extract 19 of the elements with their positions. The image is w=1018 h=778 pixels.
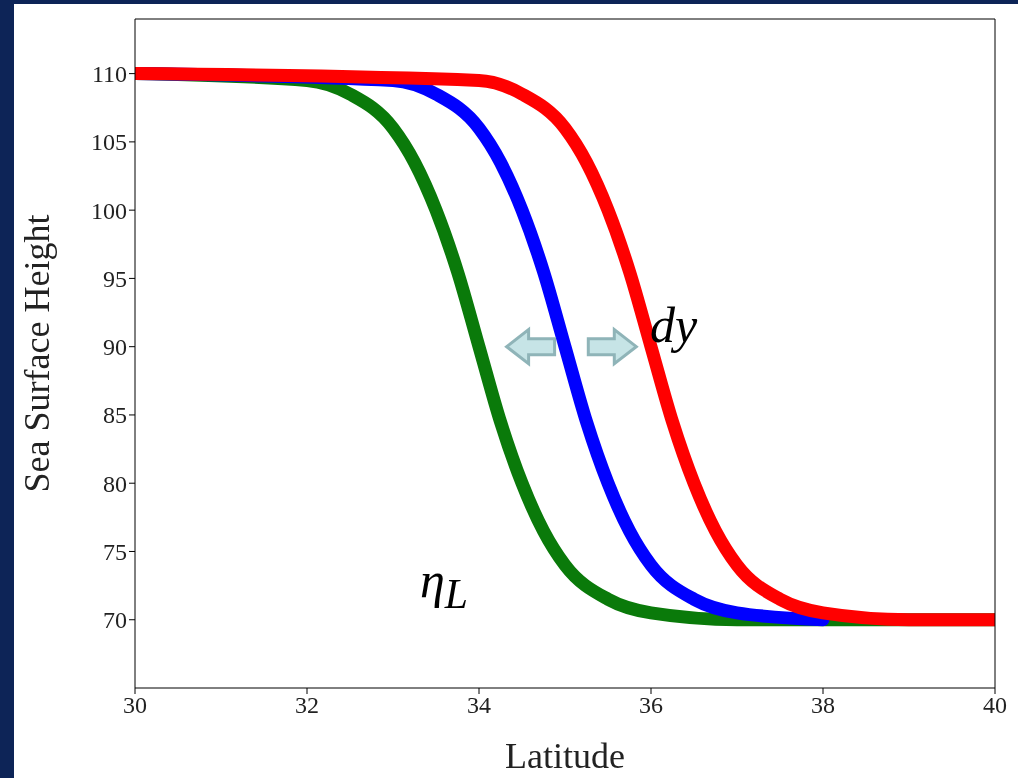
y-tick-label: 70 [103, 607, 127, 634]
y-tick-label: 85 [103, 402, 127, 429]
x-tick-label: 40 [983, 692, 1007, 719]
y-tick-label: 105 [91, 129, 127, 156]
y-tick-label: 100 [91, 197, 127, 224]
x-tick-label: 38 [811, 692, 835, 719]
y-tick-label: 90 [103, 334, 127, 361]
y-tick-label: 75 [103, 538, 127, 565]
x-tick-label: 30 [123, 692, 147, 719]
x-axis-title: Latitude [505, 736, 625, 776]
x-tick-label: 34 [467, 692, 491, 719]
y-tick-label: 80 [103, 470, 127, 497]
annotation: η$_{L}$ [420, 552, 468, 617]
x-tick-label: 32 [295, 692, 319, 719]
x-tick-label: 36 [639, 692, 663, 719]
annotation: dy [650, 297, 698, 353]
y-axis-title: Sea Surface Height [16, 214, 57, 493]
y-tick-label: 95 [103, 265, 127, 292]
y-tick-label: 110 [91, 61, 127, 88]
